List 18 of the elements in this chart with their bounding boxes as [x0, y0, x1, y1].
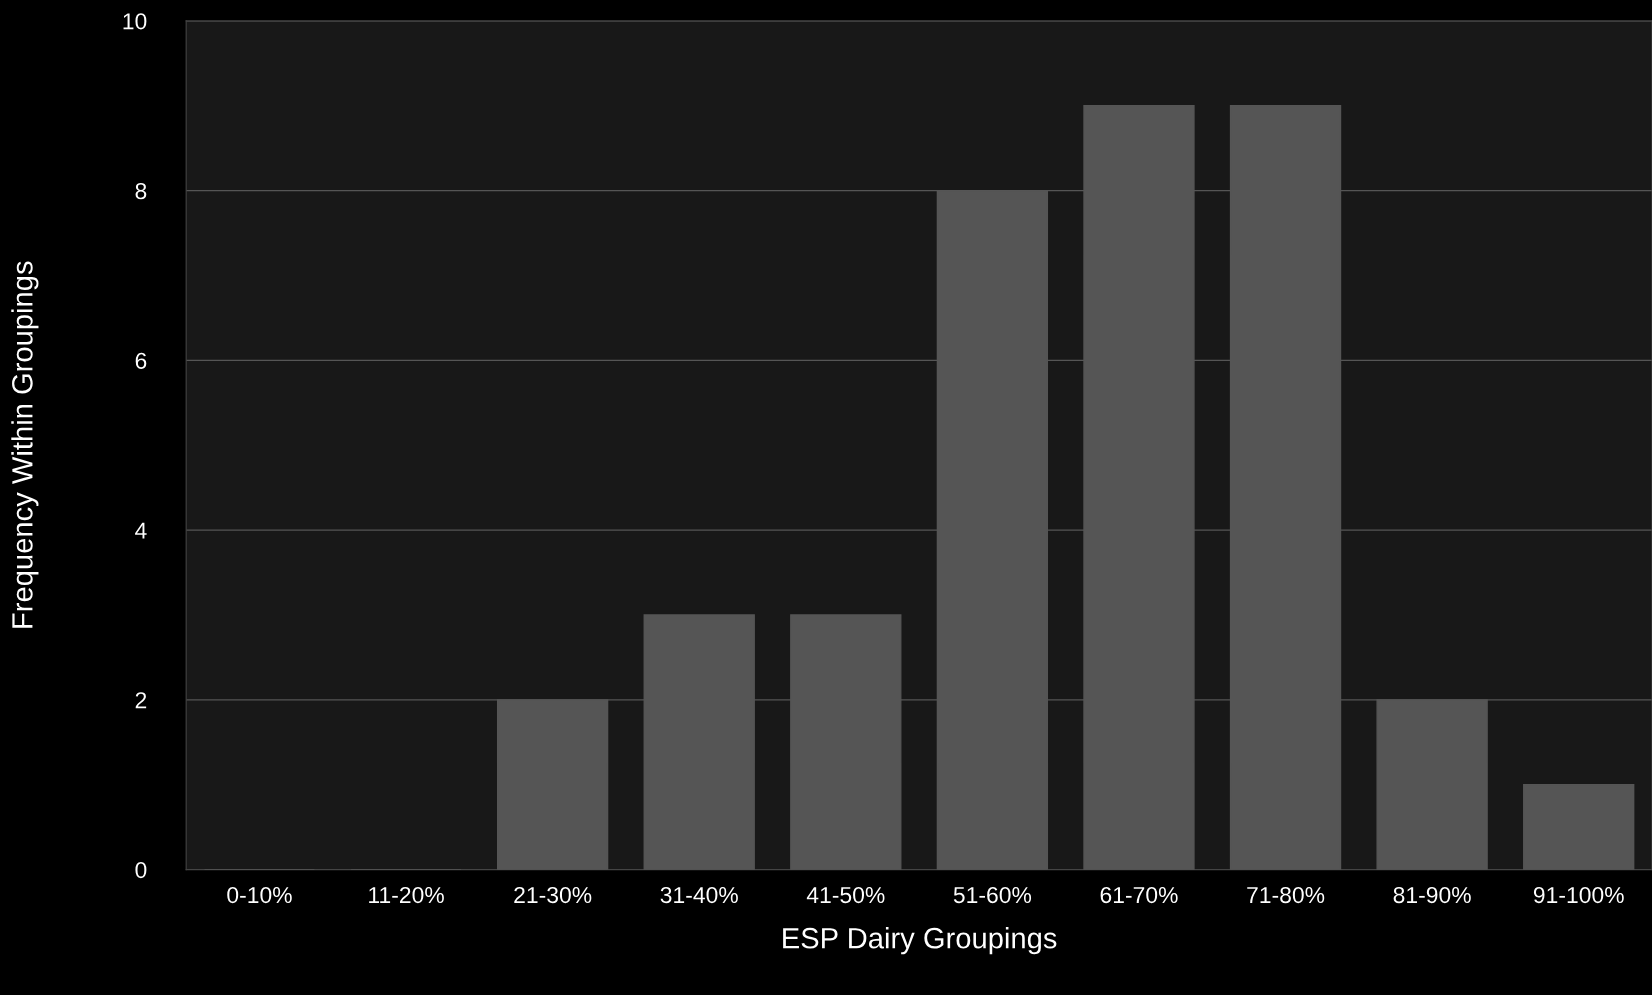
y-tick-label: 2: [135, 692, 147, 709]
x-tick-label: 51-60%: [953, 886, 1032, 904]
y-tick-label: 0: [135, 861, 147, 879]
y-tick-label: 6: [135, 352, 147, 369]
x-tick-label: 61-70%: [1100, 886, 1178, 904]
x-tick-label: 71-80%: [1247, 886, 1325, 904]
x-tick-label: 21-30%: [514, 886, 592, 904]
x-tick-label: 0-10%: [227, 886, 292, 904]
y-tick-label: 8: [135, 182, 147, 200]
x-tick-label: 91-100%: [1533, 886, 1624, 904]
x-axis-title: ESP Dairy Groupings: [783, 927, 1057, 955]
x-tick-label: 11-20%: [369, 886, 444, 904]
x-tick-label: 81-90%: [1393, 886, 1471, 904]
y-tick-label: 10: [123, 13, 147, 30]
y-axis-title: Frequency Within Groupings: [11, 261, 39, 628]
y-tick-label: 4: [135, 522, 147, 539]
x-tick-label: 31-40%: [660, 886, 738, 904]
x-tick-label: 41-50%: [806, 886, 885, 904]
